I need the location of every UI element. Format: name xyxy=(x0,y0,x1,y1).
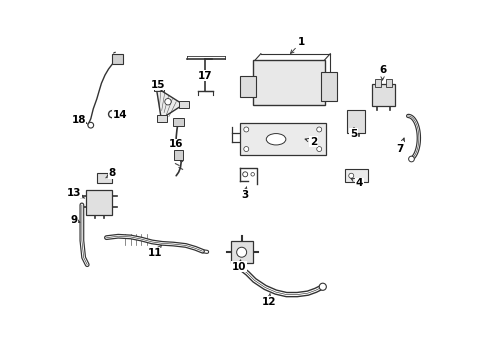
FancyBboxPatch shape xyxy=(173,150,183,160)
FancyBboxPatch shape xyxy=(344,169,367,182)
Circle shape xyxy=(250,172,254,176)
FancyBboxPatch shape xyxy=(157,115,167,122)
Circle shape xyxy=(242,172,247,177)
FancyBboxPatch shape xyxy=(253,60,324,104)
Text: 12: 12 xyxy=(261,293,275,307)
Text: 16: 16 xyxy=(168,139,183,150)
Text: 14: 14 xyxy=(112,110,127,120)
FancyBboxPatch shape xyxy=(346,109,364,133)
FancyBboxPatch shape xyxy=(371,84,394,106)
Text: 7: 7 xyxy=(396,138,404,154)
FancyBboxPatch shape xyxy=(240,123,325,156)
Circle shape xyxy=(316,127,321,132)
Circle shape xyxy=(348,173,353,178)
Circle shape xyxy=(88,122,93,128)
FancyBboxPatch shape xyxy=(230,241,252,263)
Text: 18: 18 xyxy=(71,115,87,125)
Text: 1: 1 xyxy=(290,37,305,53)
Circle shape xyxy=(108,111,116,118)
Circle shape xyxy=(408,156,413,162)
Text: 4: 4 xyxy=(350,178,363,188)
Polygon shape xyxy=(156,87,183,119)
Text: 8: 8 xyxy=(105,168,116,178)
FancyBboxPatch shape xyxy=(112,54,122,64)
Ellipse shape xyxy=(266,134,285,145)
Circle shape xyxy=(244,127,248,132)
FancyBboxPatch shape xyxy=(154,84,164,91)
FancyBboxPatch shape xyxy=(173,118,183,126)
Text: 5: 5 xyxy=(349,127,356,139)
FancyBboxPatch shape xyxy=(385,79,391,87)
Circle shape xyxy=(164,99,171,105)
FancyBboxPatch shape xyxy=(374,79,381,87)
Circle shape xyxy=(244,147,248,152)
Text: 3: 3 xyxy=(241,187,247,200)
FancyBboxPatch shape xyxy=(320,72,336,101)
FancyBboxPatch shape xyxy=(86,190,112,215)
Text: 2: 2 xyxy=(305,136,317,147)
Circle shape xyxy=(236,247,246,257)
Text: 17: 17 xyxy=(198,71,212,81)
FancyBboxPatch shape xyxy=(240,76,256,98)
FancyBboxPatch shape xyxy=(97,173,112,183)
Circle shape xyxy=(316,147,321,152)
Text: 6: 6 xyxy=(378,66,386,80)
Text: 10: 10 xyxy=(231,260,245,272)
Circle shape xyxy=(205,71,210,75)
Text: 11: 11 xyxy=(147,246,162,258)
Text: 13: 13 xyxy=(67,188,84,198)
Circle shape xyxy=(319,283,325,290)
FancyBboxPatch shape xyxy=(178,101,188,108)
Text: 15: 15 xyxy=(150,80,164,91)
Text: 9: 9 xyxy=(71,215,80,225)
